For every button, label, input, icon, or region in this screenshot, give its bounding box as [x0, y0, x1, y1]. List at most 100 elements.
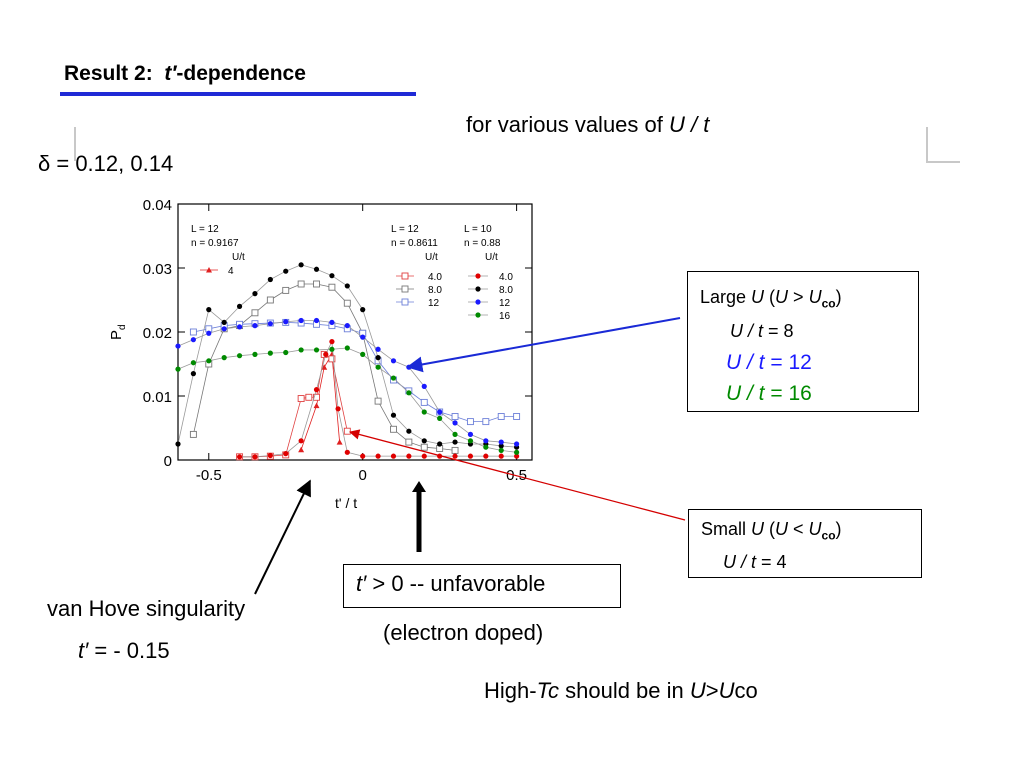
data-point [313, 280, 320, 288]
data-point [313, 317, 320, 324]
data-point [221, 355, 227, 361]
data-point [406, 453, 412, 459]
small-u-close: ) [835, 519, 842, 539]
data-point [329, 273, 335, 279]
data-point [390, 425, 397, 433]
hightc-gt: > [705, 678, 719, 703]
data-point [375, 364, 381, 370]
data-point [267, 452, 273, 459]
plot-frame [177, 203, 533, 461]
data-point [375, 355, 381, 361]
y-tick-label: 0.01 [143, 389, 172, 406]
legend-label: 4.0 [428, 272, 442, 283]
data-point [360, 351, 366, 357]
ut4-val: = 4 [756, 551, 787, 572]
data-point [498, 439, 504, 445]
data-point [298, 446, 305, 453]
data-point [437, 415, 443, 421]
small-u-lt: < [788, 519, 809, 539]
data-point [267, 321, 273, 327]
data-point [467, 431, 474, 437]
series-3-16 [175, 345, 520, 455]
data-point [467, 453, 474, 459]
delta-symbol: δ [38, 151, 51, 176]
title-suffix: -dependence [176, 62, 306, 85]
ut8-val: = 8 [763, 320, 794, 341]
ut4-var: U / t [723, 551, 757, 572]
data-point [336, 439, 343, 445]
large-u-line1: Large U (U > Uco) [700, 282, 918, 320]
data-point [335, 406, 341, 412]
data-point [375, 453, 381, 459]
data-point [175, 441, 181, 447]
data-point [190, 337, 196, 343]
large-u-var2: U [775, 287, 789, 307]
data-point [252, 351, 258, 357]
large-u-close: ) [835, 287, 842, 307]
data-point [328, 283, 336, 291]
y-tick-label: 0.04 [143, 197, 172, 214]
data-point [189, 430, 197, 438]
data-point [482, 418, 490, 426]
large-u-gt: > [788, 287, 809, 307]
hightc-u2: U [718, 678, 735, 703]
data-point [252, 291, 258, 297]
data-point [297, 395, 305, 403]
hightc-u: U [689, 678, 706, 703]
data-point [497, 413, 505, 420]
slide-title: Result 2: t′-dependence [64, 62, 306, 86]
hightc-suffix: co [734, 678, 758, 703]
data-point [206, 358, 212, 364]
x-tick-label: -0.5 [196, 467, 222, 484]
arrow-tprime-head [412, 481, 426, 492]
ut16-val: = 16 [764, 381, 812, 405]
data-point [451, 446, 459, 454]
van-hove-label: van Hove singularity [47, 596, 246, 621]
data-point [313, 393, 320, 401]
title-symbol: t′ [164, 62, 177, 85]
data-point [251, 309, 259, 317]
high-tc-statement: High-Tc should be in U>Uco [484, 678, 758, 704]
small-u-line2: U / t = 4 [701, 549, 921, 575]
large-u-line4: U / t = 16 [700, 378, 918, 409]
large-u-line3: U / t = 12 [700, 347, 918, 378]
small-u-prefix: Small [701, 519, 752, 539]
data-point [328, 355, 336, 363]
large-u-box: Large U (U > Uco) U / t = 8 U / t = 12 U… [687, 271, 919, 412]
hightc-mid: should be in [559, 678, 690, 703]
title-prefix: Result 2: [64, 62, 153, 85]
subtitle: for various values of U / t [466, 112, 709, 138]
legend-marker [475, 312, 481, 318]
legend-marker [401, 285, 409, 293]
large-u-line2: U / t = 8 [700, 316, 918, 347]
subtitle-prefix: for various values of [466, 112, 669, 137]
data-point [313, 347, 320, 353]
small-u-paren: ( [764, 519, 776, 539]
data-point [483, 444, 489, 450]
data-point [452, 453, 458, 459]
large-u-paren: ( [764, 287, 776, 307]
small-u-box: Small U (U < Uco) U / t = 4 [688, 509, 922, 578]
hightc-var: Tc [536, 678, 559, 703]
data-point [298, 438, 304, 444]
data-point [313, 387, 320, 393]
y-tick-label: 0 [164, 453, 172, 470]
legend-g1-L: L = 12 [191, 224, 219, 235]
data-point [282, 286, 290, 294]
ut8-var: U / t [730, 320, 764, 341]
data-point [421, 409, 427, 415]
data-point [283, 451, 289, 457]
corner-mark-right [926, 127, 960, 163]
small-u-var3: U [808, 519, 822, 539]
data-point [305, 393, 313, 401]
legend-g2-ut: U/t [425, 252, 438, 263]
large-u-sub: co [821, 296, 836, 311]
x-tick-label: 0 [359, 467, 367, 484]
legend-g1-ut: U/t [232, 252, 245, 263]
data-point [452, 431, 458, 437]
legend-label: 8.0 [428, 285, 442, 296]
legend-label: 12 [428, 298, 440, 309]
y-tick-label: 0.02 [143, 325, 172, 342]
data-point [390, 453, 397, 459]
data-point [190, 371, 196, 377]
